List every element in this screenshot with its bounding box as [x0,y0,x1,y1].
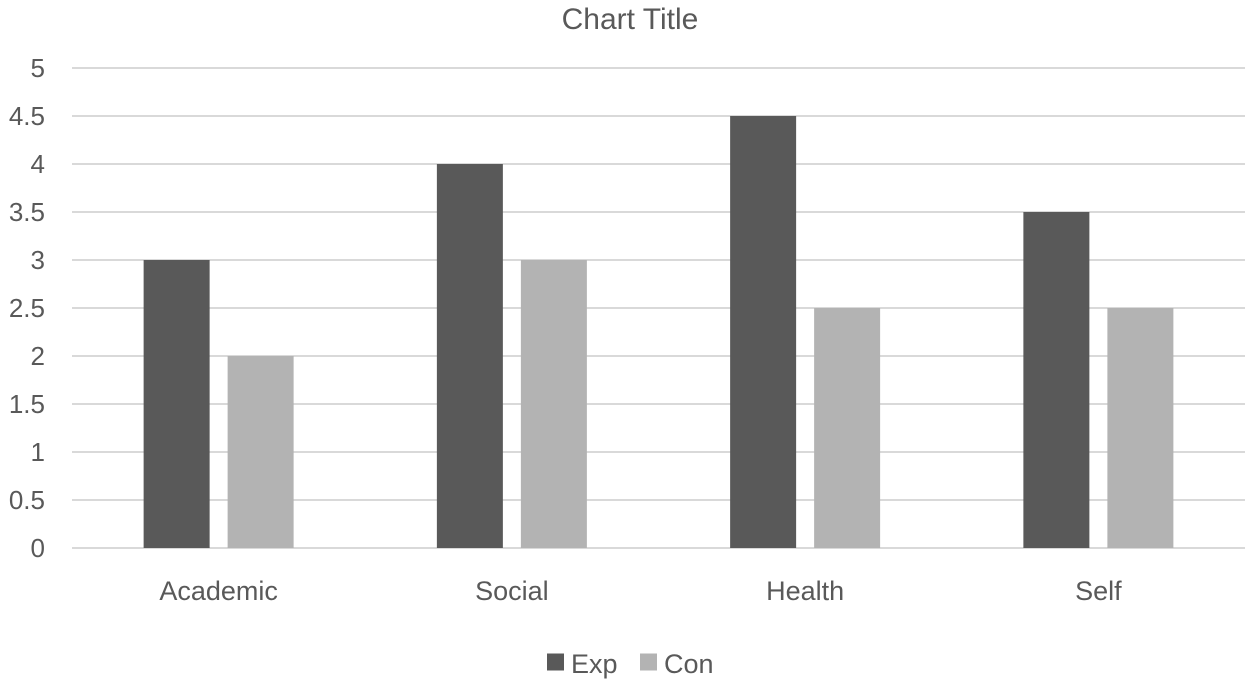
legend: Exp Con [547,649,714,679]
legend-swatch-con [640,653,657,671]
bar-con-health [814,308,881,548]
y-tick-label: 2 [31,341,45,371]
legend-swatch-exp [547,653,564,671]
bar-con-social [520,260,587,548]
x-category-label: Self [1075,576,1122,606]
x-category-label: Health [766,576,844,606]
y-tick-label: 1 [31,437,45,467]
bar-exp-health [730,116,797,548]
y-tick-label: 2.5 [9,293,45,323]
bar-con-academic [227,356,294,548]
chart-title: Chart Title [562,3,699,36]
x-category-label: Social [475,576,549,606]
y-tick-label: 1.5 [9,389,45,419]
legend-label-con: Con [664,649,714,679]
y-tick-label: 3.5 [9,197,45,227]
bar-exp-social [436,164,503,548]
y-tick-label: 0 [31,533,45,563]
x-category-label: Academic [159,576,278,606]
y-tick-label: 5 [31,53,45,83]
bar-con-self [1107,308,1174,548]
y-tick-label: 0.5 [9,485,45,515]
y-tick-label: 3 [31,245,45,275]
y-tick-label: 4.5 [9,101,45,131]
y-axis-tick-labels: 0 0.5 1 1.5 2 2.5 3 3.5 4 4.5 5 [9,53,45,563]
bar-exp-academic [143,260,210,548]
legend-label-exp: Exp [571,649,618,679]
y-tick-label: 4 [31,149,45,179]
bar-exp-self [1023,212,1090,548]
x-axis-category-labels: Academic Social Health Self [159,576,1122,606]
bars [143,116,1174,548]
